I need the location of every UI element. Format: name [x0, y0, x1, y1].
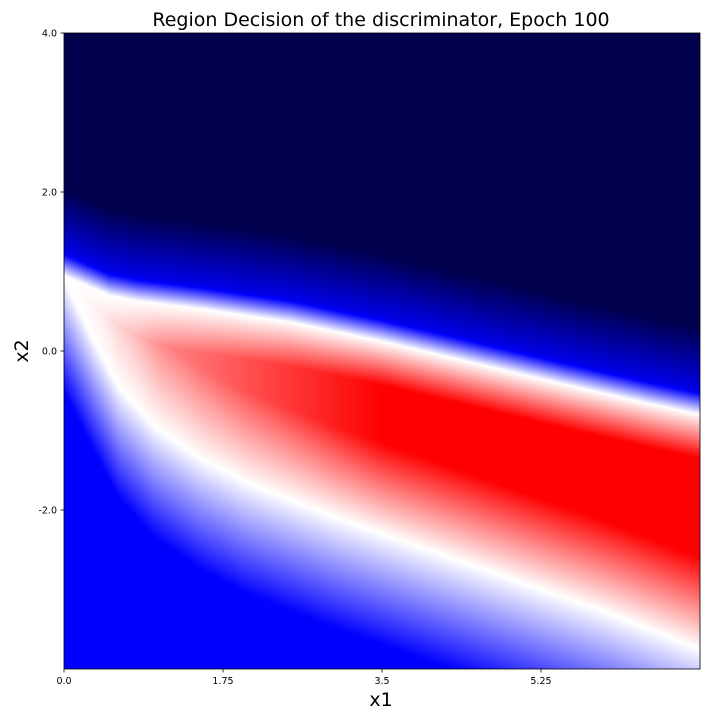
- x-tick-label: 0.0: [56, 676, 71, 687]
- x-tick-label: 3.5: [374, 676, 389, 687]
- x-tick-label: 5.25: [530, 676, 551, 687]
- x-tick-label: 1.75: [212, 676, 233, 687]
- chart-title: Region Decision of the discriminator, Ep…: [152, 9, 609, 31]
- heatmap-container: [64, 33, 700, 669]
- y-tick-label: 0.0: [42, 347, 57, 358]
- y-tick-label: -2.0: [38, 506, 57, 517]
- x-axis-label: x1: [369, 689, 392, 711]
- y-axis-label: x2: [11, 339, 33, 362]
- axis-ticks: 0.0 1.75 3.5 5.25 4.0 2.0 0.0 -2.0: [38, 29, 551, 688]
- heatmap: [64, 33, 700, 669]
- plot-frame: [63, 32, 701, 670]
- y-tick-label: 2.0: [42, 188, 57, 199]
- y-tick-label: 4.0: [42, 29, 57, 40]
